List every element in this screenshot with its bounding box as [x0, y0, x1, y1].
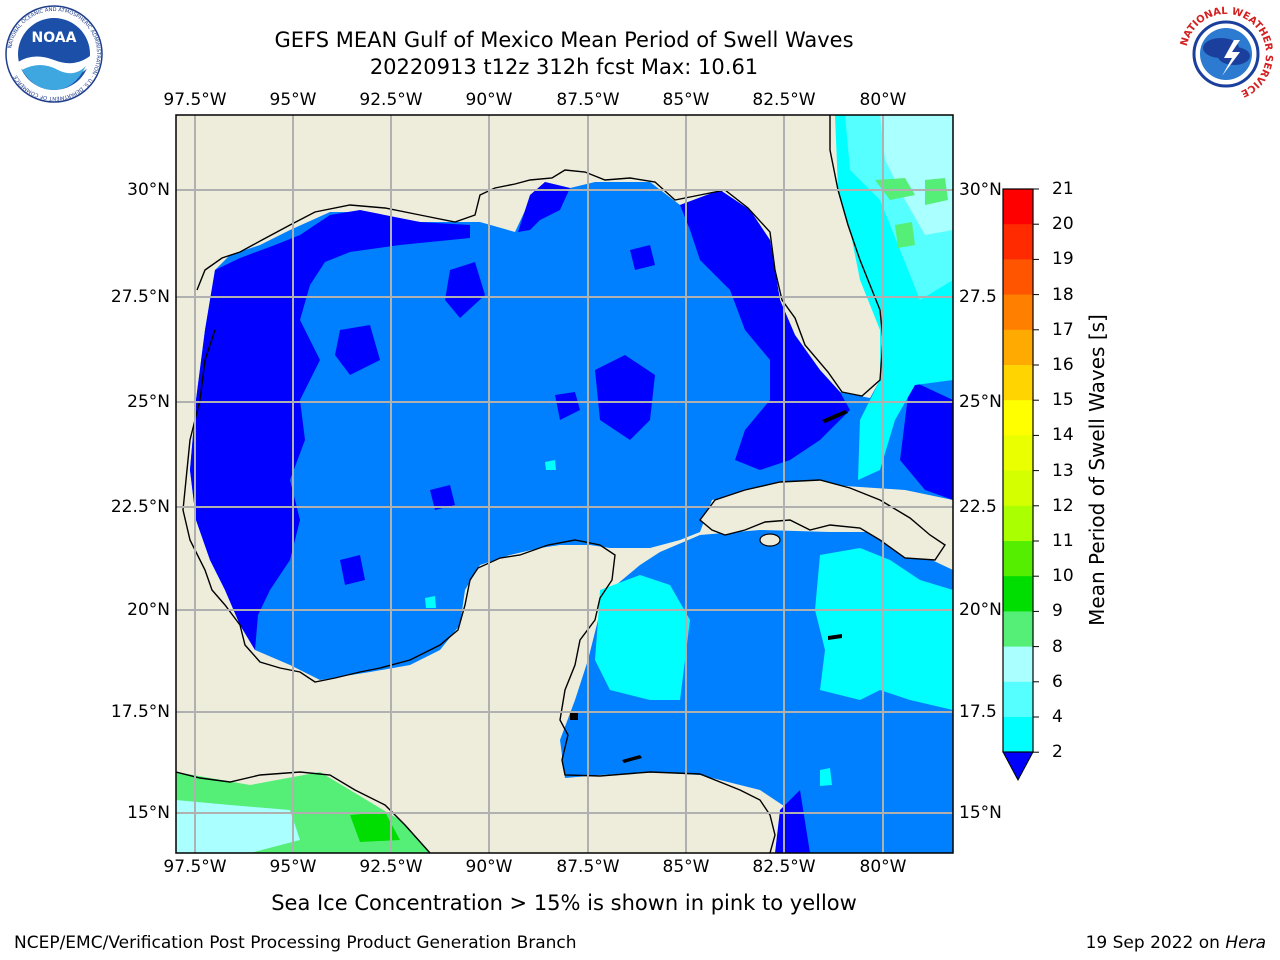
keys-and-reefs [570, 410, 848, 763]
colorbar-segment [1003, 294, 1033, 331]
colorbar-segment [1003, 646, 1033, 683]
colorbar-tick-label: 10 [1052, 566, 1074, 587]
colorbar-segment [1003, 400, 1033, 436]
colorbar-tick-label: 15 [1052, 390, 1074, 411]
lon-tick-bottom: 82.5°W [752, 857, 816, 877]
colorbar-tick-label: 13 [1052, 460, 1074, 481]
dark-zone-east-gulf [680, 190, 850, 470]
map-title: GEFS MEAN Gulf of Mexico Mean Period of … [274, 28, 854, 52]
lon-tick-bottom: 80°W [859, 857, 907, 877]
colorbar-extend-arrow [1002, 751, 1034, 782]
colorbar-tick-label: 19 [1052, 249, 1074, 270]
footer-date: 19 Sep 2022 on Hera [1086, 933, 1266, 953]
colorbar-segment [1003, 329, 1033, 366]
map-subtitle-forecast: 20220913 t12z 312h fcst Max: 10.61 [369, 55, 759, 79]
dark-zone-north-central [518, 182, 570, 232]
map-frame [175, 114, 954, 854]
colorbar-segment [1003, 365, 1033, 401]
lon-tick-bottom: 87.5°W [556, 857, 620, 877]
colorbar-segment [1003, 717, 1033, 753]
colorbar-tick-label: 2 [1052, 742, 1063, 763]
dark-zone-west-gulf [190, 210, 470, 650]
colorbar-tick-label: 9 [1052, 601, 1063, 622]
dark-zone-bahamas [900, 380, 953, 500]
footer-date-text: 19 Sep 2022 on [1085, 933, 1220, 953]
lon-tick-top: 80°W [859, 90, 907, 110]
lon-tick-bottom: 95°W [269, 857, 317, 877]
colorbar-tick-label: 11 [1052, 531, 1074, 551]
colorbar-title: Mean Period of Swell Waves [s] [1085, 314, 1109, 626]
lat-tick-right: 22.5 [959, 497, 997, 517]
isla-juventud [759, 533, 781, 547]
lat-tick-right: 15°N [959, 803, 1002, 823]
lon-tick-top: 85°W [662, 90, 710, 110]
lon-tick-top: 95°W [269, 90, 317, 110]
colorbar-segment [1003, 681, 1033, 718]
lat-tick-right: 20°N [959, 600, 1002, 620]
lat-tick-left: 15°N [127, 803, 170, 823]
colorbar-segment [1003, 435, 1033, 472]
footer-host: Hera [1225, 933, 1266, 953]
pale-cyan-atlantic [880, 115, 953, 235]
noaa-logo-text: NOAA [32, 30, 77, 46]
colorbar-tick-label: 14 [1052, 425, 1074, 446]
lon-tick-bottom: 92.5°W [359, 857, 423, 877]
lon-tick-top: 92.5°W [359, 90, 423, 110]
cyan-patches-small [425, 460, 832, 786]
lat-tick-right: 17.5 [959, 702, 997, 722]
footer-credit: NCEP/EMC/Verification Post Processing Pr… [14, 933, 577, 953]
lat-tick-left: 25°N [127, 392, 170, 412]
lon-tick-bottom: 97.5°W [163, 857, 227, 877]
colorbar-tick-label: 17 [1052, 319, 1074, 340]
colorbar-tick-label: 12 [1052, 495, 1074, 516]
colorbar-segment [1003, 505, 1033, 542]
colorbar-segment [1003, 224, 1033, 260]
nws-logo: NATIONAL WEATHER SERVICE [1176, 4, 1276, 104]
colorbar-tick-label: 6 [1052, 671, 1063, 692]
lat-tick-left: 22.5°N [110, 497, 170, 517]
graticule [176, 115, 953, 853]
lat-tick-right: 25°N [959, 392, 1002, 412]
lon-tick-top: 97.5°W [163, 90, 227, 110]
lon-tick-bottom: 90°W [465, 857, 513, 877]
lon-tick-top: 87.5°W [556, 90, 620, 110]
colorbar-tick-label: 8 [1052, 636, 1063, 657]
lat-tick-right: 30°N [959, 180, 1002, 200]
colorbar-tick-label: 16 [1052, 355, 1074, 375]
colorbar-tick-label: 20 [1052, 214, 1074, 235]
colorbar-tick-label: 18 [1052, 284, 1074, 305]
dark-patches [335, 245, 655, 585]
lon-tick-bottom: 85°W [662, 857, 710, 877]
colorbar-segment [1003, 259, 1033, 296]
lat-tick-right: 27.5 [959, 287, 997, 307]
colorbar-segment [1003, 611, 1033, 648]
colorbar-ticks [1033, 188, 1039, 753]
colorbar-segment [1003, 189, 1033, 225]
colorbar-tick-label: 21 [1052, 179, 1074, 199]
lat-tick-left: 30°N [127, 180, 170, 200]
pacific-green-bright [350, 812, 400, 842]
lat-tick-left: 20°N [127, 600, 170, 620]
colorbar-segments [1003, 189, 1033, 753]
sea-ice-note: Sea Ice Concentration > 15% is shown in … [271, 891, 857, 915]
noaa-logo: NOAA NATIONAL OCEANIC AND ATMOSPHERIC AD… [4, 4, 104, 104]
lon-tick-top: 82.5°W [752, 90, 816, 110]
lat-tick-left: 17.5°N [110, 702, 170, 722]
lat-tick-left: 27.5°N [110, 287, 170, 307]
colorbar-tick-label: 4 [1052, 707, 1063, 727]
colorbar-segment [1003, 576, 1033, 612]
lon-tick-top: 90°W [465, 90, 513, 110]
colorbar-segment [1003, 541, 1033, 577]
colorbar-segment [1003, 470, 1033, 507]
cyan-zone-caribbean-center [595, 575, 690, 700]
